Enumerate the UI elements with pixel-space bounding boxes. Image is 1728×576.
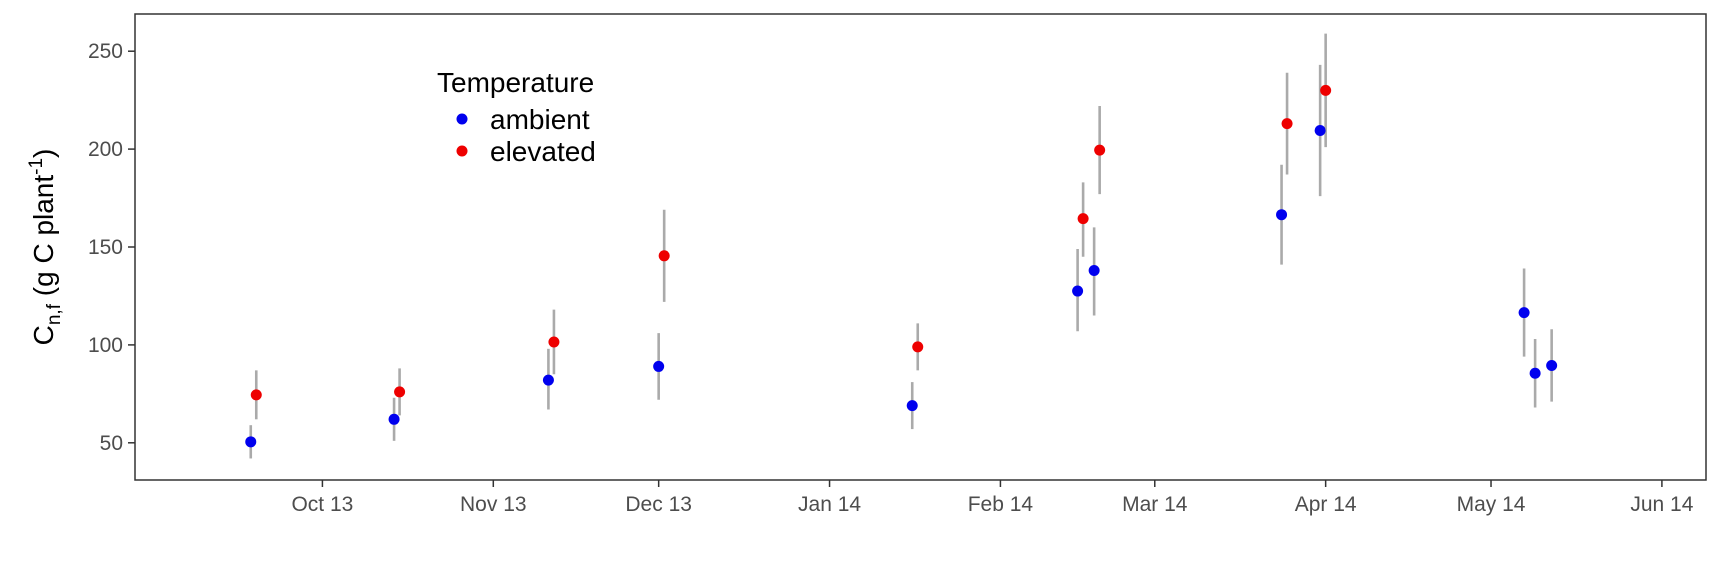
point-ambient: [906, 400, 918, 412]
x-tick-label: Mar 14: [1122, 493, 1188, 516]
legend-key-ambient: [456, 113, 468, 125]
y-axis-title-unit-suffix: ): [28, 149, 59, 158]
x-tick-label: Nov 13: [460, 493, 527, 516]
point-elevated: [548, 336, 560, 348]
y-tick-label: 250: [88, 40, 123, 63]
point-elevated: [250, 389, 262, 401]
legend-label-elevated: elevated: [490, 136, 596, 167]
legend-key-elevated: [456, 145, 468, 157]
point-ambient: [1546, 359, 1558, 371]
x-axis: Oct 13 Nov 13 Dec 13 Jan 14 Feb 14 Mar 14 Apr …: [291, 480, 1694, 516]
x-tick-label: Feb 14: [968, 493, 1034, 516]
x-tick-label: May 14: [1457, 493, 1526, 516]
point-elevated: [394, 386, 406, 398]
legend-label-ambient: ambient: [490, 104, 590, 135]
point-ambient: [1518, 307, 1530, 319]
y-axis-title: Cn,f (g C plant-1): [26, 149, 65, 346]
point-elevated: [912, 341, 924, 353]
point-ambient: [653, 360, 665, 372]
y-tick-label: 200: [88, 138, 123, 161]
y-axis: 50 100 150 200 250: [88, 40, 135, 455]
point-ambient: [245, 436, 257, 448]
point-ambient: [1529, 367, 1541, 379]
point-ambient: [1276, 209, 1288, 221]
point-ambient: [388, 413, 400, 425]
point-layer: [245, 84, 1558, 448]
point-ambient: [1314, 125, 1326, 136]
y-tick-label: 50: [100, 432, 123, 455]
legend-title: Temperature: [437, 67, 594, 98]
x-tick-label: Apr 14: [1295, 493, 1357, 516]
point-elevated: [658, 250, 670, 262]
point-ambient: [1072, 285, 1084, 297]
x-tick-label: Jan 14: [798, 493, 861, 516]
y-tick-label: 150: [88, 236, 123, 259]
x-tick-label: Jun 14: [1630, 493, 1693, 516]
y-axis-title-subscript: n,f: [44, 303, 65, 325]
point-ambient: [1088, 264, 1100, 276]
y-axis-title-main: C: [28, 325, 59, 345]
x-tick-label: Oct 13: [291, 493, 353, 516]
y-axis-title-unit-prefix: (g C plant: [28, 175, 59, 304]
point-elevated: [1094, 144, 1106, 156]
point-elevated: [1077, 213, 1089, 225]
y-axis-title-superscript: -1: [26, 158, 47, 175]
x-tick-label: Dec 13: [625, 493, 692, 516]
point-elevated: [1320, 84, 1332, 96]
point-elevated: [1281, 118, 1293, 130]
y-tick-label: 100: [88, 334, 123, 357]
point-ambient: [542, 374, 554, 386]
